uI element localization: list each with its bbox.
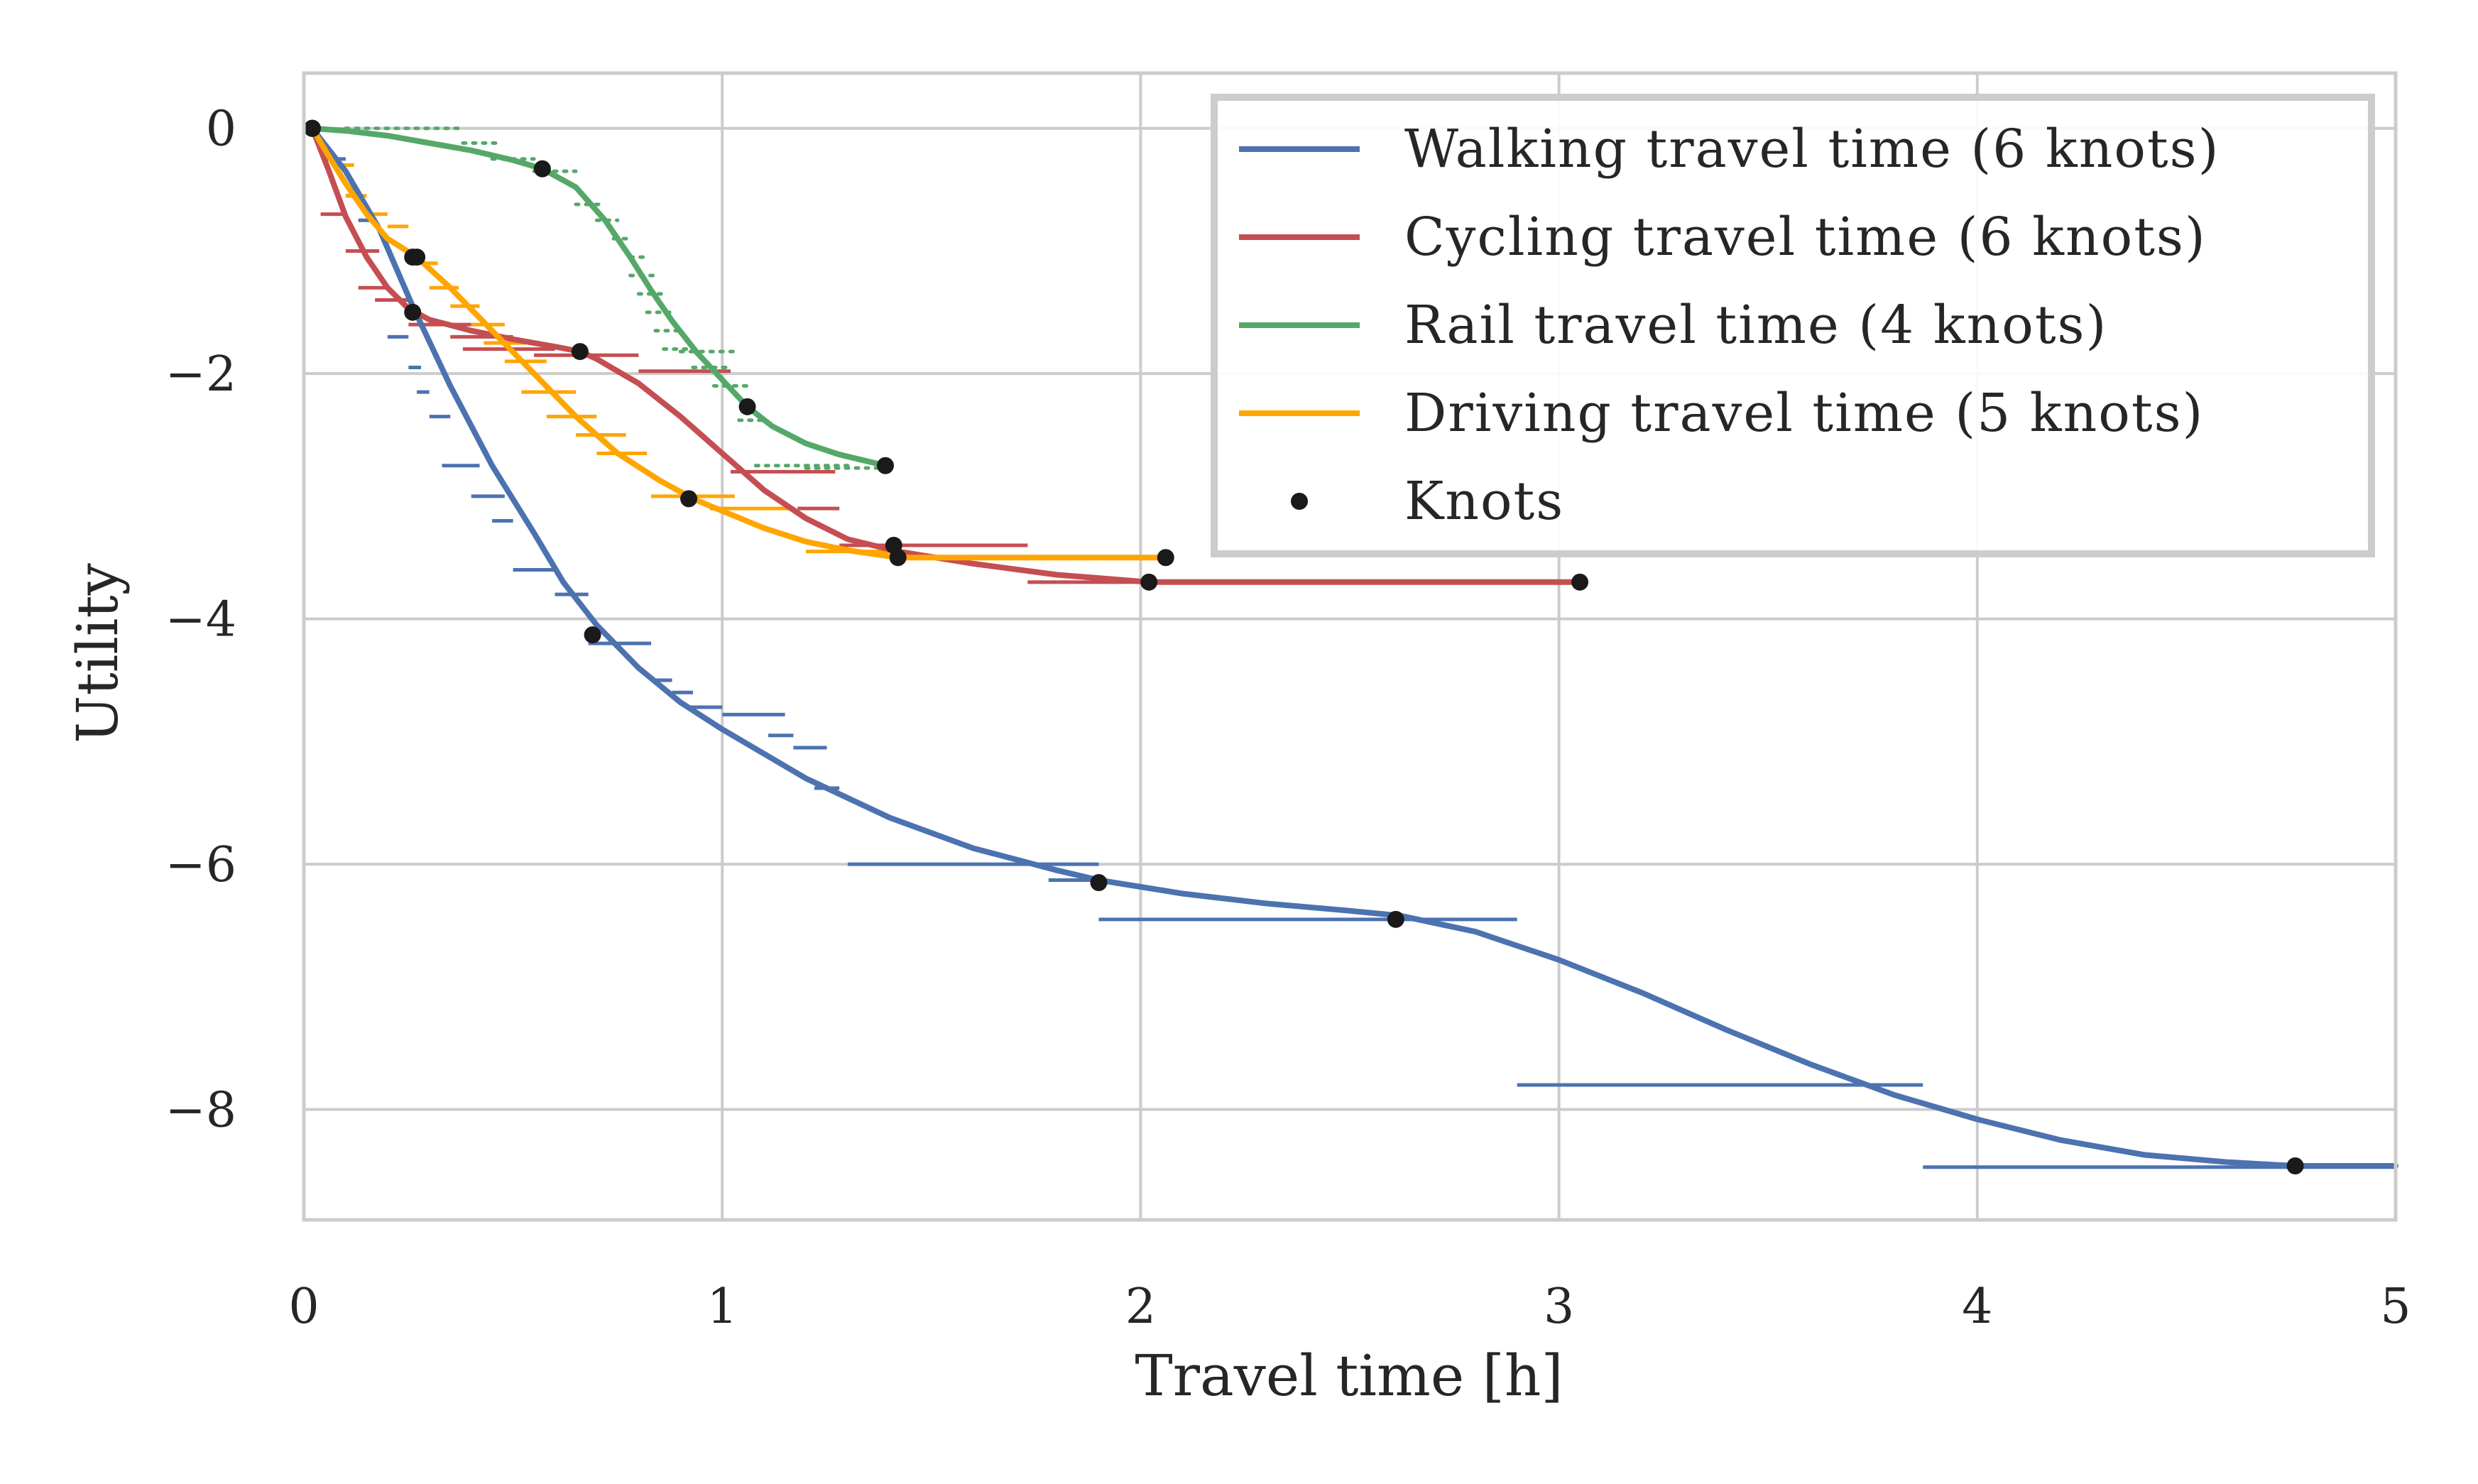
cycling-curve bbox=[309, 125, 1583, 585]
driving-knot bbox=[889, 549, 907, 567]
legend-label-rail: Rail travel time (4 knots) bbox=[1404, 295, 2107, 356]
legend: Walking travel time (6 knots) Cycling tra… bbox=[1211, 94, 2375, 557]
rail-step-dots bbox=[344, 126, 892, 470]
driving-knot bbox=[1157, 549, 1174, 567]
legend-items: Walking travel time (6 knots) Cycling tra… bbox=[1239, 119, 2220, 532]
walking-knot bbox=[1387, 910, 1404, 928]
x-tick-label: 4 bbox=[1962, 1279, 1992, 1335]
walking-knot bbox=[1090, 874, 1108, 891]
legend-swatch-knots bbox=[1291, 493, 1308, 510]
rail-curve bbox=[309, 125, 888, 469]
x-tick-label: 2 bbox=[1125, 1279, 1156, 1335]
driving-knot bbox=[680, 490, 698, 508]
legend-label-walking: Walking travel time (6 knots) bbox=[1404, 119, 2220, 180]
x-tick-labels: 0 1 2 3 4 5 bbox=[288, 1279, 2411, 1335]
x-axis-label: Travel time [h] bbox=[1135, 1343, 1563, 1409]
legend-label-cycling: Cycling travel time (6 knots) bbox=[1404, 207, 2207, 268]
y-tick-labels: 0 −2 −4 −6 −8 bbox=[165, 102, 236, 1139]
y-tick-label: −8 bbox=[165, 1083, 236, 1139]
y-tick-label: 0 bbox=[206, 102, 236, 158]
legend-box bbox=[1211, 94, 2375, 557]
x-tick-label: 0 bbox=[288, 1279, 319, 1335]
rail-knot bbox=[876, 457, 894, 474]
cycling-knot bbox=[571, 343, 589, 361]
legend-label-knots: Knots bbox=[1404, 471, 1564, 532]
driving-knot bbox=[303, 119, 321, 137]
legend-label-driving: Driving travel time (5 knots) bbox=[1404, 383, 2204, 444]
plot-frame bbox=[302, 71, 2398, 1222]
walking-knot bbox=[584, 626, 601, 644]
x-tick-label: 5 bbox=[2380, 1279, 2411, 1335]
driving-steps bbox=[337, 163, 1166, 560]
y-tick-label: −2 bbox=[165, 347, 236, 403]
x-tick-label: 1 bbox=[707, 1279, 738, 1335]
driving-curve bbox=[309, 125, 1169, 561]
knots-layer bbox=[303, 119, 2304, 1174]
driving-knot bbox=[408, 249, 426, 266]
cycling-knot bbox=[1571, 573, 1589, 591]
y-tick-label: −4 bbox=[165, 592, 236, 648]
x-tick-label: 3 bbox=[1544, 1279, 1574, 1335]
y-axis-label: Utility bbox=[65, 563, 131, 743]
y-tick-label: −6 bbox=[165, 837, 236, 893]
rail-knot bbox=[738, 398, 756, 415]
rail-knot bbox=[533, 160, 551, 178]
cycling-knot bbox=[1140, 573, 1158, 591]
cycling-knot bbox=[404, 303, 422, 321]
walking-knot bbox=[2286, 1157, 2304, 1174]
